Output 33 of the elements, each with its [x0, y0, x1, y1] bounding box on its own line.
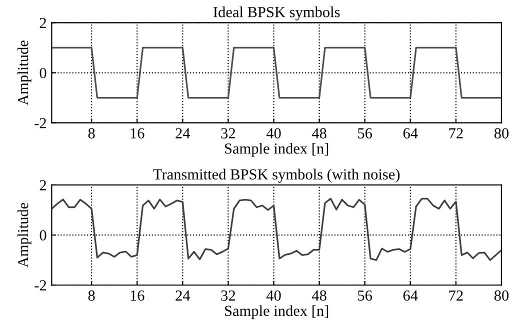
y-axis-title: Amplitude — [17, 40, 32, 106]
x-tick-label: 40 — [266, 290, 281, 301]
x-tick-label: 32 — [221, 290, 235, 301]
x-tick-label: 56 — [358, 290, 372, 301]
y-tick-label: -2 — [34, 280, 46, 290]
y-tick-label: 2 — [40, 18, 46, 28]
x-tick-label: 24 — [176, 290, 190, 301]
x-tick-label: 80 — [494, 128, 509, 138]
chart-title: Transmitted BPSK symbols (with noise) — [153, 168, 400, 183]
x-tick-label: 8 — [88, 290, 95, 301]
line-series — [52, 198, 502, 261]
x-axis-title: Sample index [n] — [225, 142, 328, 157]
y-tick-label: 0 — [40, 68, 46, 78]
x-tick-label: 48 — [312, 128, 326, 138]
x-tick-label: 64 — [403, 290, 418, 301]
y-tick-label: 2 — [40, 180, 46, 190]
y-tick-label: 0 — [40, 230, 46, 240]
y-tick-label: -2 — [34, 118, 46, 128]
x-tick-label: 72 — [449, 128, 463, 138]
x-tick-label: 32 — [221, 128, 235, 138]
x-tick-label: 80 — [494, 290, 509, 301]
x-tick-label: 48 — [312, 290, 326, 301]
y-axis-title: Amplitude — [17, 202, 32, 268]
x-tick-label: 24 — [176, 128, 190, 138]
chart-title: Ideal BPSK symbols — [213, 6, 340, 20]
x-tick-label: 40 — [266, 128, 281, 138]
x-tick-label: 8 — [88, 128, 95, 138]
x-tick-label: 16 — [130, 128, 144, 138]
x-tick-label: 72 — [449, 290, 463, 301]
x-tick-label: 56 — [358, 128, 372, 138]
x-tick-label: 16 — [130, 290, 144, 301]
x-axis-title: Sample index [n] — [225, 305, 328, 320]
x-tick-label: 64 — [403, 128, 418, 138]
